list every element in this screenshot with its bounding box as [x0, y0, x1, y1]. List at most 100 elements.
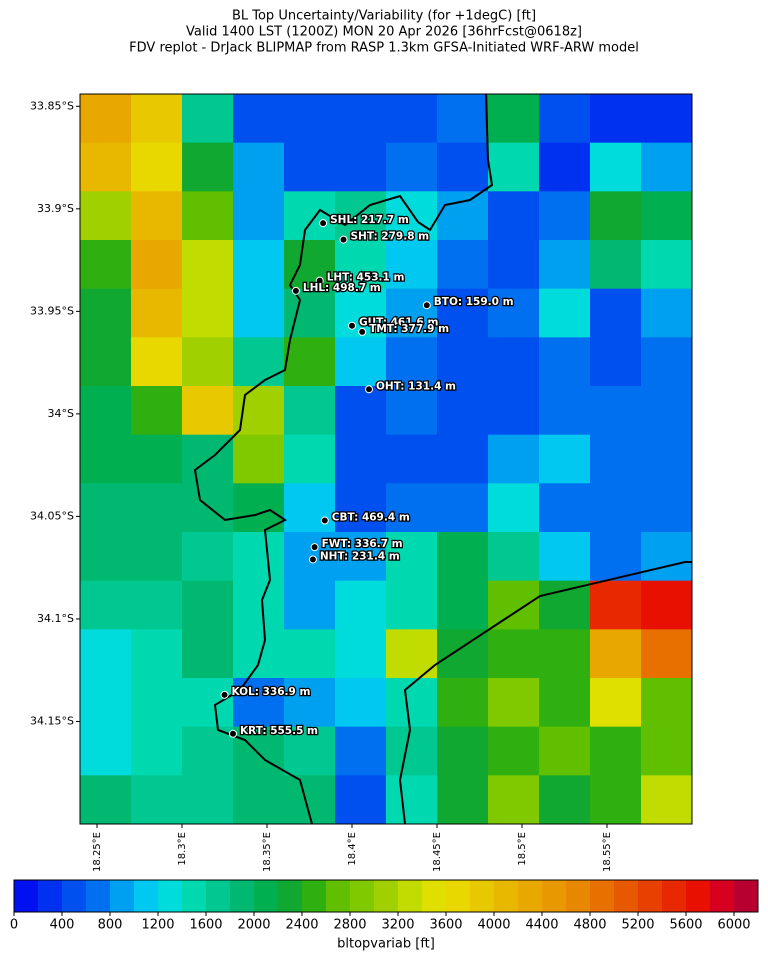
grid-cell	[233, 629, 285, 679]
station-label: OHT: 131.4 m	[376, 380, 456, 392]
grid-cell	[233, 775, 285, 825]
grid-cell	[590, 240, 642, 290]
colorbar-label: bltopvariab [ft]	[337, 937, 435, 952]
colorbar-bin	[614, 880, 639, 912]
grid-cell	[386, 434, 438, 484]
grid-cell	[386, 337, 438, 387]
y-tick-label: 34.1°S	[37, 612, 74, 625]
y-tick-label: 33.9°S	[37, 202, 74, 215]
title-line: Valid 1400 LST (1200Z) MON 20 Apr 2026 […	[186, 25, 582, 40]
grid-cell	[488, 240, 540, 290]
station-marker	[310, 543, 319, 552]
grid-cell	[641, 434, 693, 484]
x-tick-label: 18.3°E	[177, 832, 188, 866]
grid-cell	[539, 483, 591, 533]
grid-cell	[488, 726, 540, 776]
grid-cell	[590, 726, 642, 776]
grid-cell	[590, 94, 642, 144]
station-marker	[315, 276, 324, 285]
grid-cell	[641, 240, 693, 290]
grid-cell	[437, 386, 489, 436]
grid-cell	[386, 386, 438, 436]
grid-cell	[590, 434, 642, 484]
grid-cell	[590, 775, 642, 825]
grid-cell	[335, 580, 387, 630]
colorbar-frame	[13, 879, 759, 913]
grid-cell	[539, 532, 591, 582]
y-tick-label: 34°S	[48, 407, 74, 420]
grid-cell	[335, 386, 387, 436]
grid-cell	[80, 678, 132, 728]
station-marker	[320, 516, 329, 525]
grid-cell	[641, 142, 693, 192]
grid-cell	[488, 386, 540, 436]
colorbar-bin	[302, 880, 327, 912]
station-marker	[308, 555, 317, 564]
grid-cell	[80, 483, 132, 533]
grid-cell	[335, 142, 387, 192]
grid-cell	[437, 288, 489, 338]
colorbar-bin	[446, 880, 471, 912]
grid-cell	[233, 434, 285, 484]
grid-cell	[539, 386, 591, 436]
grid-cell	[284, 337, 336, 387]
grid-cell	[335, 678, 387, 728]
station-label: TMT: 377.9 m	[369, 323, 449, 335]
grid-cell	[590, 142, 642, 192]
station-marker	[422, 301, 431, 310]
grid-cell	[284, 678, 336, 728]
grid-cell	[437, 337, 489, 387]
grid-cell	[488, 483, 540, 533]
grid-cell	[131, 240, 183, 290]
grid-cell	[233, 142, 285, 192]
grid-cell	[182, 94, 234, 144]
grid-cell	[437, 678, 489, 728]
grid-cell	[386, 142, 438, 192]
grid-cell	[386, 94, 438, 144]
grid-cell	[131, 483, 183, 533]
grid-cell	[641, 629, 693, 679]
grid-cell	[590, 386, 642, 436]
grid-cell	[80, 94, 132, 144]
grid-cell	[182, 142, 234, 192]
grid-cell	[335, 629, 387, 679]
colorbar-tick-label: 2400	[285, 918, 318, 933]
grid-cell	[80, 434, 132, 484]
grid-cell	[437, 726, 489, 776]
grid-cell	[386, 580, 438, 630]
colorbar-tick-label: 6000	[717, 918, 750, 933]
station-label: CBT: 469.4 m	[332, 512, 410, 524]
grid-cell	[641, 678, 693, 728]
grid-cell	[335, 532, 387, 582]
colorbar-bin	[662, 880, 687, 912]
grid-cell	[386, 726, 438, 776]
grid-cell	[437, 434, 489, 484]
grid-cell	[80, 240, 132, 290]
grid-cell	[335, 726, 387, 776]
grid-cell	[131, 434, 183, 484]
grid-cell	[131, 94, 183, 144]
grid-cell	[182, 678, 234, 728]
grid-cell	[386, 629, 438, 679]
grid-cell	[590, 629, 642, 679]
station-label: GUT: 461.6 m	[359, 317, 438, 329]
grid-cell	[182, 386, 234, 436]
grid-cell	[233, 337, 285, 387]
colorbar-bin	[230, 880, 255, 912]
colorbar-bin	[734, 880, 759, 912]
colorbar-bin	[350, 880, 375, 912]
grid-cell	[641, 191, 693, 241]
y-tick-label: 34.15°S	[30, 714, 74, 727]
grid-cell	[182, 288, 234, 338]
grid-cell	[539, 580, 591, 630]
colorbar-bin	[374, 880, 399, 912]
grid-cell	[182, 629, 234, 679]
grid-cell	[233, 288, 285, 338]
grid-cell	[386, 240, 438, 290]
grid-cell	[233, 386, 285, 436]
grid-cell	[284, 629, 336, 679]
grid-cell	[233, 726, 285, 776]
station-marker	[291, 286, 300, 295]
grid-cell	[488, 678, 540, 728]
station-label: KOL: 336.9 m	[232, 686, 311, 698]
